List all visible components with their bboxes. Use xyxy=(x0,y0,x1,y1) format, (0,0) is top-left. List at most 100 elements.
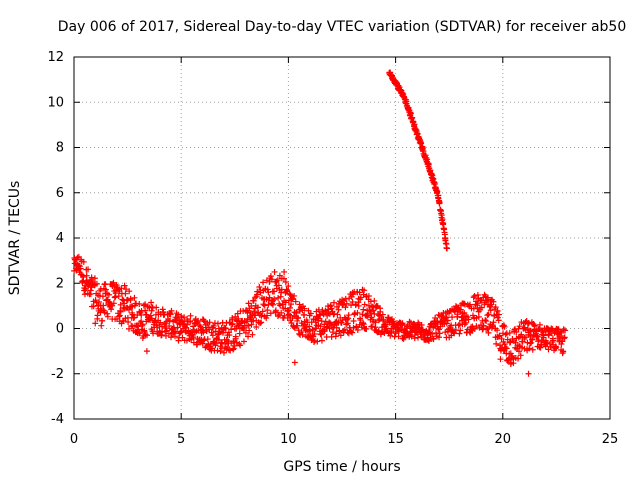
data-point xyxy=(90,303,97,310)
data-point xyxy=(322,318,329,325)
data-point xyxy=(117,308,124,315)
data-point xyxy=(123,286,130,293)
data-point xyxy=(377,305,384,312)
data-point xyxy=(136,301,143,308)
data-point xyxy=(99,293,106,300)
data-point xyxy=(172,328,179,335)
data-point xyxy=(480,322,487,329)
x-axis-label: GPS time / hours xyxy=(283,459,400,475)
data-point xyxy=(318,331,325,338)
data-point xyxy=(333,324,340,331)
data-point xyxy=(331,310,338,317)
data-point xyxy=(525,320,532,327)
data-point xyxy=(515,355,522,362)
data-point xyxy=(231,342,238,349)
data-point xyxy=(528,339,535,346)
data-point xyxy=(284,287,291,294)
data-point xyxy=(286,290,293,297)
data-point xyxy=(478,304,485,311)
data-point xyxy=(80,258,87,265)
data-point xyxy=(526,345,533,352)
data-point xyxy=(510,360,517,367)
data-point xyxy=(253,324,260,331)
data-point xyxy=(424,334,431,341)
data-point xyxy=(271,288,278,295)
data-point xyxy=(104,310,111,317)
data-point xyxy=(483,318,490,325)
data-point xyxy=(80,273,87,280)
data-point xyxy=(521,324,528,331)
data-point xyxy=(337,332,344,339)
data-point xyxy=(561,334,568,341)
data-point xyxy=(502,331,509,338)
data-point xyxy=(488,324,495,331)
data-points xyxy=(71,69,569,377)
data-point xyxy=(373,303,380,310)
data-point xyxy=(171,333,178,340)
data-point xyxy=(425,337,432,344)
data-point xyxy=(292,298,299,305)
data-point xyxy=(451,307,458,314)
data-point xyxy=(200,329,207,336)
data-point xyxy=(317,312,324,319)
data-point xyxy=(121,300,128,307)
data-point xyxy=(449,314,456,321)
data-point xyxy=(118,285,125,292)
data-point xyxy=(436,199,443,206)
data-point xyxy=(190,334,197,341)
y-tick-label: 8 xyxy=(56,141,64,156)
data-point xyxy=(259,308,266,315)
y-tick-label: 4 xyxy=(56,231,64,246)
data-point xyxy=(553,344,560,351)
data-point xyxy=(361,301,368,308)
data-point xyxy=(153,304,160,311)
data-point xyxy=(436,334,443,341)
data-point xyxy=(363,325,370,332)
data-point xyxy=(104,313,111,320)
data-point xyxy=(314,338,321,345)
data-point xyxy=(102,281,109,288)
data-point xyxy=(91,275,98,282)
data-point xyxy=(105,291,112,298)
data-point xyxy=(338,319,345,326)
data-point xyxy=(208,345,215,352)
data-point xyxy=(130,315,137,322)
data-point xyxy=(455,322,462,329)
data-point xyxy=(522,334,529,341)
data-point xyxy=(109,280,116,287)
data-point xyxy=(475,313,482,320)
data-point xyxy=(206,326,213,333)
data-point xyxy=(204,336,211,343)
data-point xyxy=(494,314,501,321)
data-point xyxy=(485,329,492,336)
data-point xyxy=(486,324,493,331)
data-point xyxy=(228,326,235,333)
data-point xyxy=(550,337,557,344)
data-point xyxy=(412,126,419,133)
data-point xyxy=(536,321,543,328)
data-point xyxy=(380,316,387,323)
data-point xyxy=(544,339,551,346)
data-point xyxy=(342,304,349,311)
data-point xyxy=(414,334,421,341)
data-point xyxy=(436,326,443,333)
data-point xyxy=(462,319,469,326)
data-point xyxy=(473,323,480,330)
data-point xyxy=(540,332,547,339)
data-point xyxy=(559,338,566,345)
data-point xyxy=(372,319,379,326)
data-point xyxy=(382,321,389,328)
y-tick-label: 0 xyxy=(56,322,64,337)
data-point xyxy=(516,348,523,355)
data-point xyxy=(174,324,181,331)
data-point xyxy=(258,312,265,319)
data-point xyxy=(432,314,439,321)
data-point xyxy=(328,305,335,312)
y-tick-label: 2 xyxy=(56,276,64,291)
data-point xyxy=(125,318,132,325)
data-point xyxy=(295,315,302,322)
data-point xyxy=(131,294,138,301)
data-point xyxy=(268,276,275,283)
data-point xyxy=(157,319,164,326)
data-point xyxy=(527,340,534,347)
